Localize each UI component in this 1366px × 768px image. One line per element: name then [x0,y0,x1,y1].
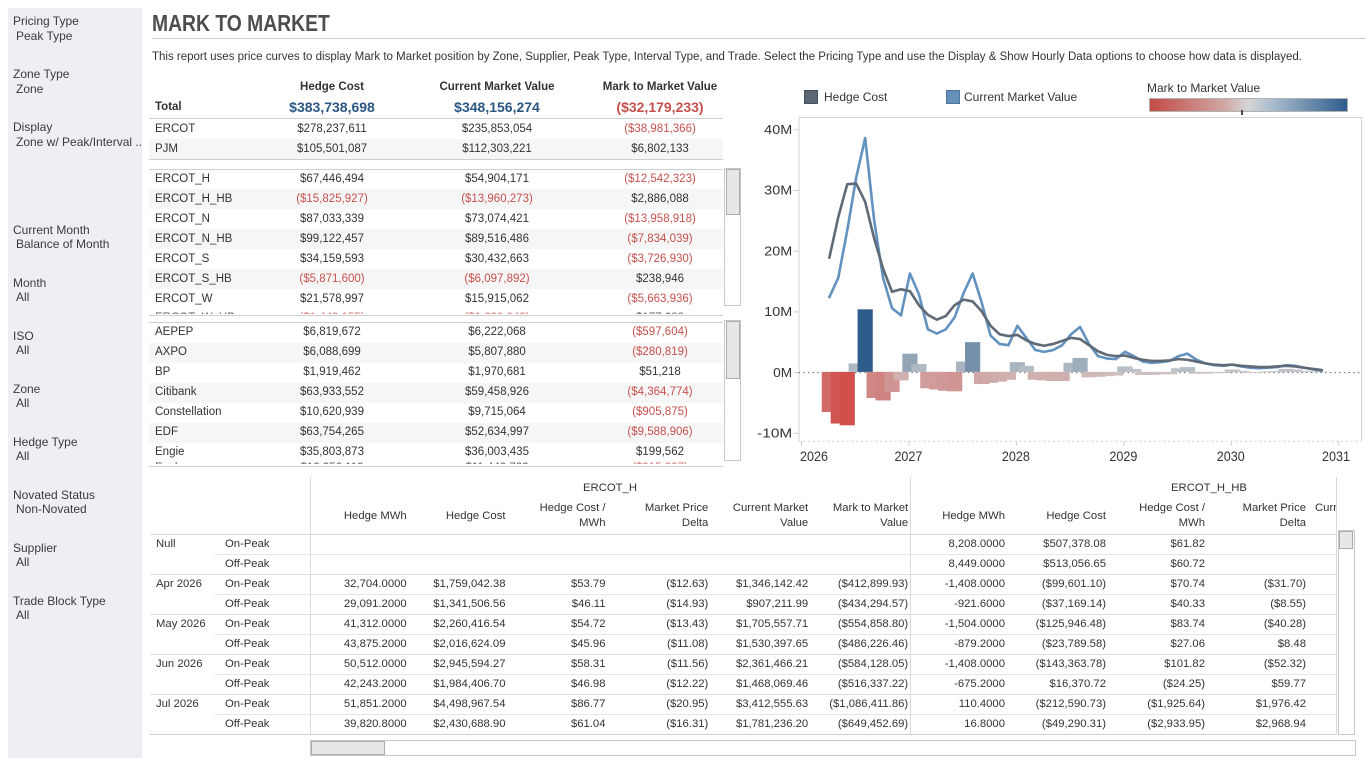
svg-text:20M: 20M [764,243,792,258]
svg-text:2030: 2030 [1217,448,1245,464]
svg-text:2027: 2027 [894,448,922,464]
svg-text:10M: 10M [764,304,792,319]
svg-text:0M: 0M [773,365,792,380]
svg-text:2026: 2026 [800,448,828,464]
svg-text:30M: 30M [764,183,792,198]
svg-text:2028: 2028 [1002,448,1030,464]
svg-text:-10M: -10M [757,426,792,441]
svg-text:2029: 2029 [1109,448,1137,464]
svg-text:40M: 40M [764,122,792,137]
svg-text:2031: 2031 [1322,448,1350,464]
